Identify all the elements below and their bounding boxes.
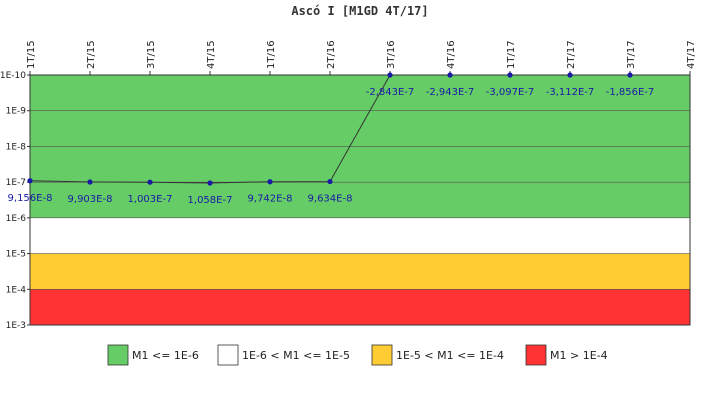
- data-label-4: 9,742E-8: [248, 194, 293, 205]
- x-tick-label-10: 3T/17: [626, 40, 637, 69]
- y-tick-label-3: 1E-7: [6, 178, 26, 188]
- x-axis-ticks: 1T/15 2T/15 3T/15 4T/15 1T/16 2T/16 3T/16 4T/16…: [26, 40, 697, 75]
- plot-frame: [29, 74, 691, 326]
- x-tick-label-2: 3T/15: [146, 40, 157, 69]
- legend-swatch-1: [217, 344, 239, 366]
- data-point-2: [147, 179, 153, 185]
- x-tick-label-9: 2T/17: [566, 40, 577, 69]
- series-line: [27, 72, 633, 186]
- chart-title: Ascó I [M1GD 4T/17]: [291, 4, 428, 18]
- data-point-0: [27, 178, 33, 184]
- data-label-5: 9,634E-8: [308, 194, 353, 205]
- x-tick-label-3: 4T/15: [206, 40, 217, 69]
- y-tick-label-1: 1E-9: [6, 107, 27, 117]
- legend-label-2: 1E-5 < M1 <= 1E-4: [396, 349, 504, 362]
- band-3: [30, 289, 690, 325]
- x-tick-label-4: 1T/16: [266, 40, 277, 69]
- data-point-4: [267, 179, 273, 185]
- legend-label-3: M1 > 1E-4: [550, 349, 608, 362]
- legend-swatch-2: [371, 344, 393, 366]
- data-label-8: -3,097E-7: [486, 87, 535, 98]
- x-tick-label-11: 4T/17: [686, 40, 697, 69]
- data-point-10: [627, 72, 633, 78]
- legend-swatch-0: [107, 344, 129, 366]
- x-tick-label-6: 3T/16: [386, 40, 397, 69]
- data-labels: 9,156E-8 9,903E-8 1,003E-7 1,058E-7 9,742E-8…: [8, 87, 655, 206]
- data-point-8: [507, 72, 513, 78]
- y-tick-label-5: 1E-5: [6, 250, 26, 260]
- data-label-1: 9,903E-8: [68, 194, 113, 205]
- y-tick-label-7: 1E-3: [6, 321, 26, 331]
- data-label-6: -2,843E-7: [366, 87, 415, 98]
- legend-swatch-3: [525, 344, 547, 366]
- y-tick-label-4: 1E-6: [6, 214, 27, 224]
- x-tick-label-0: 1T/15: [26, 40, 37, 69]
- data-label-9: -3,112E-7: [546, 87, 595, 98]
- data-label-2: 1,003E-7: [128, 194, 173, 205]
- y-tick-label-2: 1E-8: [6, 142, 27, 152]
- x-tick-label-1: 2T/15: [86, 40, 97, 69]
- data-point-9: [567, 72, 573, 78]
- data-label-3: 1,058E-7: [188, 195, 233, 206]
- data-label-7: -2,943E-7: [426, 87, 475, 98]
- data-label-0: 9,156E-8: [8, 193, 53, 204]
- data-point-7: [447, 72, 453, 78]
- x-tick-label-5: 2T/16: [326, 40, 337, 69]
- data-label-10: -1,856E-7: [606, 87, 655, 98]
- band-1: [30, 217, 690, 254]
- legend-label-0: M1 <= 1E-6: [132, 349, 199, 362]
- band-2: [30, 253, 690, 290]
- data-point-6: [387, 72, 393, 78]
- x-tick-label-7: 4T/16: [446, 40, 457, 69]
- legend: M1 <= 1E-6 1E-6 < M1 <= 1E-5 1E-5 < M1 <= …: [107, 344, 608, 366]
- y-axis-ticks: 1E-10 1E-9 1E-8 1E-7 1E-6 1E-5 1E-4 1E-3: [0, 71, 30, 331]
- data-point-1: [87, 179, 93, 185]
- legend-label-1: 1E-6 < M1 <= 1E-5: [242, 349, 350, 362]
- y-tick-label-6: 1E-4: [6, 285, 27, 295]
- data-point-5: [327, 178, 333, 185]
- data-point-3: [207, 180, 213, 186]
- x-tick-label-8: 1T/17: [506, 40, 517, 69]
- y-tick-label-0: 1E-10: [0, 71, 26, 81]
